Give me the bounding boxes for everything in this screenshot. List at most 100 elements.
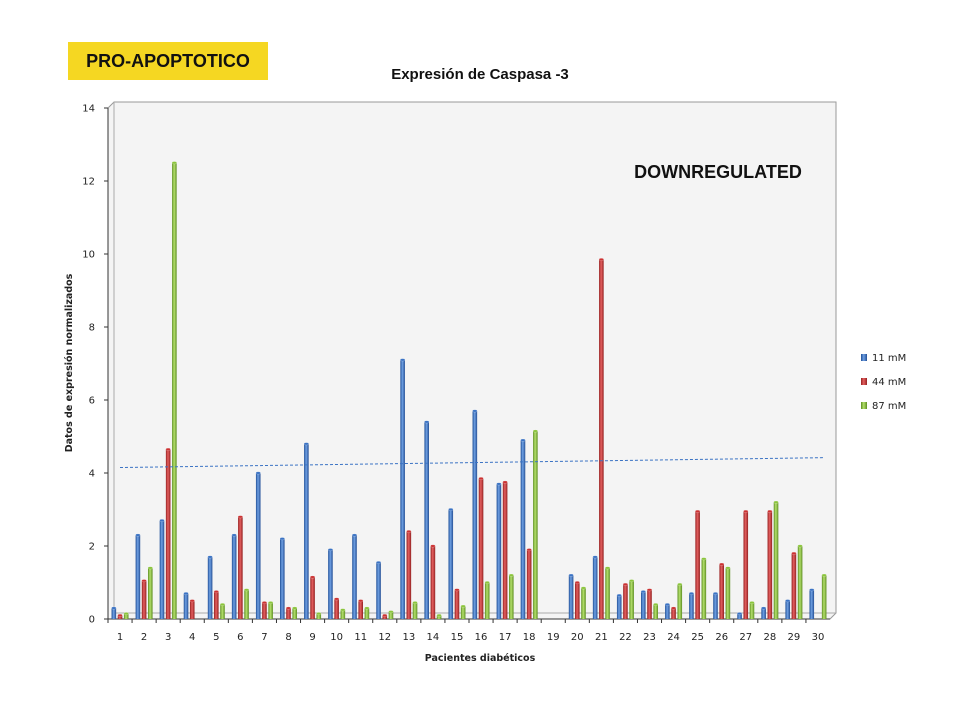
x-tick-label: 26	[715, 632, 728, 643]
trendline-11mm	[119, 457, 825, 469]
bar-44-mm-27	[743, 509, 749, 619]
bar-87-mm-1	[123, 612, 129, 619]
x-tick-label: 12	[378, 632, 391, 643]
bar-11-mm-2	[135, 533, 141, 619]
x-tick-label: 6	[237, 632, 243, 643]
bar-87-mm-8	[292, 606, 298, 619]
bar-44-mm-9	[310, 575, 316, 619]
bar-87-mm-25	[701, 557, 707, 619]
trendline	[119, 457, 825, 469]
bar-11-mm-8	[279, 537, 285, 619]
bar-11-mm-11	[351, 533, 358, 619]
bar-44-mm-13	[406, 529, 412, 619]
bar-87-mm-2	[147, 566, 153, 619]
bar-11-mm-9	[303, 442, 309, 619]
downregulated-annotation: DOWNREGULATED	[634, 162, 802, 182]
bar-44-mm-16	[478, 477, 484, 619]
bar-44-mm-7	[261, 601, 267, 619]
bar-11-mm-21	[592, 555, 598, 619]
bar-87-mm-7	[268, 601, 274, 619]
bar-11-mm-16	[472, 409, 478, 619]
x-tick-label: 7	[261, 632, 267, 643]
bar-11-mm-23	[640, 590, 646, 619]
bar-87-mm-15	[460, 604, 466, 619]
bar-44-mm-8	[285, 606, 292, 619]
bar-44-mm-22	[622, 582, 628, 619]
bar-87-mm-9	[316, 612, 322, 619]
x-tick-label: 16	[475, 632, 488, 643]
x-tick-label: 11	[354, 632, 367, 643]
x-tick-label: 8	[285, 632, 291, 643]
x-tick-label: 4	[189, 632, 195, 643]
bar-87-mm-16	[484, 581, 490, 619]
bar-44-mm-5	[213, 590, 219, 619]
bar-87-mm-3	[171, 161, 177, 619]
bar-87-mm-28	[773, 500, 779, 619]
bar-11-mm-13	[400, 358, 406, 619]
bar-44-mm-3	[165, 447, 171, 619]
bar-11-mm-18	[520, 438, 526, 619]
bar-11-mm-25	[688, 592, 694, 619]
x-tick-label: 18	[523, 632, 536, 643]
x-tick-label: 3	[165, 632, 171, 643]
bar-44-mm-23	[646, 588, 653, 619]
y-tick-label: 12	[82, 177, 95, 188]
y-tick-label: 10	[82, 250, 95, 261]
bar-44-mm-10	[334, 597, 340, 619]
bar-11-mm-7	[255, 471, 261, 619]
x-tick-label: 28	[763, 632, 776, 643]
bar-11-mm-29	[785, 599, 791, 619]
bar-44-mm-25	[695, 509, 701, 619]
x-tick-label: 15	[451, 632, 464, 643]
x-tick-label: 30	[812, 632, 825, 643]
bar-11-mm-5	[207, 555, 213, 619]
bar-87-mm-29	[797, 544, 803, 619]
x-tick-label: 20	[571, 632, 584, 643]
bar-44-mm-20	[574, 581, 580, 619]
bar-11-mm-3	[159, 519, 165, 619]
legend-label: 11 mM	[872, 353, 906, 364]
chart-title: Expresión de Caspasa -3	[391, 66, 569, 83]
bar-87-mm-18	[532, 429, 538, 619]
y-tick-label: 4	[89, 469, 95, 480]
x-tick-label: 17	[499, 632, 512, 643]
bar-44-mm-15	[454, 588, 460, 619]
x-tick-label: 10	[330, 632, 343, 643]
y-tick-label: 2	[89, 542, 95, 553]
bar-87-mm-17	[508, 573, 514, 619]
y-axis-label: Datos de expresión normalizados	[64, 273, 75, 452]
bar-87-mm-21	[605, 566, 611, 619]
bar-11-mm-4	[183, 592, 189, 619]
bar-44-mm-6	[237, 515, 243, 619]
y-axis-ticks: 0 2 4 6 8 10 12 14	[82, 104, 108, 626]
bar-87-mm-10	[340, 608, 346, 619]
bar-87-mm-5	[219, 602, 226, 619]
bar-87-mm-26	[725, 566, 731, 619]
bar-11-mm-10	[327, 548, 333, 619]
y-tick-label: 8	[89, 323, 95, 334]
legend-label: 87 mM	[872, 401, 906, 412]
bar-11-mm-15	[448, 508, 454, 619]
bar-11-mm-1	[111, 606, 117, 619]
bar-87-mm-13	[412, 601, 418, 619]
bar-11-mm-14	[424, 420, 430, 619]
bar-44-mm-18	[526, 548, 532, 619]
x-tick-label: 21	[595, 632, 608, 643]
x-tick-label: 19	[547, 632, 560, 643]
bar-44-mm-1	[117, 613, 123, 619]
bar-44-mm-4	[189, 599, 195, 619]
bar-87-mm-11	[364, 606, 370, 619]
bar-11-mm-27	[737, 612, 743, 619]
x-axis-label: Pacientes diabéticos	[425, 653, 536, 664]
bar-11-mm-12	[376, 560, 382, 619]
bar-44-mm-24	[671, 606, 677, 619]
bar-87-mm-30	[821, 573, 827, 619]
bar-87-mm-14	[436, 613, 442, 619]
bar-87-mm-22	[629, 579, 635, 619]
bar-87-mm-6	[244, 588, 250, 619]
bar-44-mm-26	[719, 562, 725, 619]
x-tick-label: 13	[402, 632, 415, 643]
bar-87-mm-23	[653, 602, 659, 619]
legend-label: 44 mM	[872, 377, 906, 388]
